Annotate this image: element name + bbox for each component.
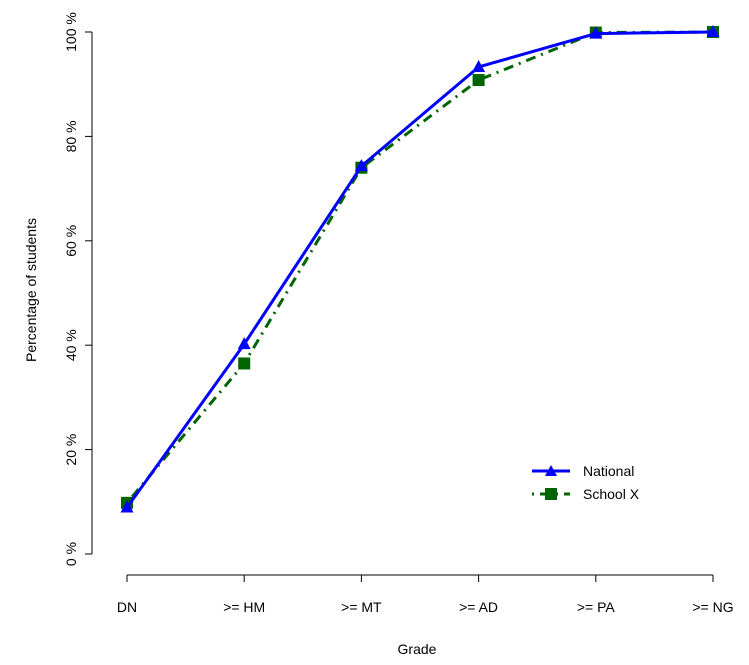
data-point-national <box>120 500 134 513</box>
y-tick-label: 20 % <box>63 434 79 466</box>
legend-marker-national <box>545 465 557 476</box>
legend: National School X <box>532 463 640 502</box>
x-tick-label: >= MT <box>341 599 382 615</box>
data-point-national <box>237 337 251 350</box>
legend-marker-school-x <box>545 488 557 500</box>
data-point-national <box>706 25 720 37</box>
y-tick-label: 80 % <box>63 120 79 152</box>
legend-item-national: National <box>532 463 634 479</box>
series-school-x <box>121 26 719 509</box>
data-point-national <box>472 59 486 72</box>
x-axis-title: Grade <box>398 641 437 657</box>
x-tick-label: >= PA <box>577 599 616 615</box>
data-point-school-x <box>238 357 251 370</box>
data-point-national <box>354 159 368 172</box>
x-tick-label: >= AD <box>459 599 498 615</box>
data-point-school-x <box>472 74 485 87</box>
axes: 0 % 20 % 40 % 60 % 80 % 100 % DN >= HM >= MT >= … <box>63 12 734 615</box>
x-tick-label: DN <box>117 599 137 615</box>
legend-item-school-x: School X <box>532 486 640 502</box>
x-tick-label: >= HM <box>223 599 265 615</box>
y-tick-label: 100 % <box>63 12 79 52</box>
y-tick-label: 40 % <box>63 329 79 361</box>
series-layer <box>120 25 720 513</box>
series-national <box>120 25 720 513</box>
series-line-school-x <box>125 30 714 504</box>
y-ticks: 0 % 20 % 40 % 60 % 80 % 100 % <box>63 12 92 566</box>
legend-label-national: National <box>583 463 634 479</box>
y-tick-label: 60 % <box>63 225 79 257</box>
x-ticks: DN >= HM >= MT >= AD >= PA >= NG <box>117 575 734 615</box>
y-tick-label: 0 % <box>63 542 79 566</box>
y-axis-title: Percentage of students <box>23 218 39 362</box>
series-line-national <box>125 30 714 509</box>
legend-label-school-x: School X <box>583 486 640 502</box>
x-tick-label: >= NG <box>692 599 733 615</box>
data-point-national <box>589 26 603 39</box>
